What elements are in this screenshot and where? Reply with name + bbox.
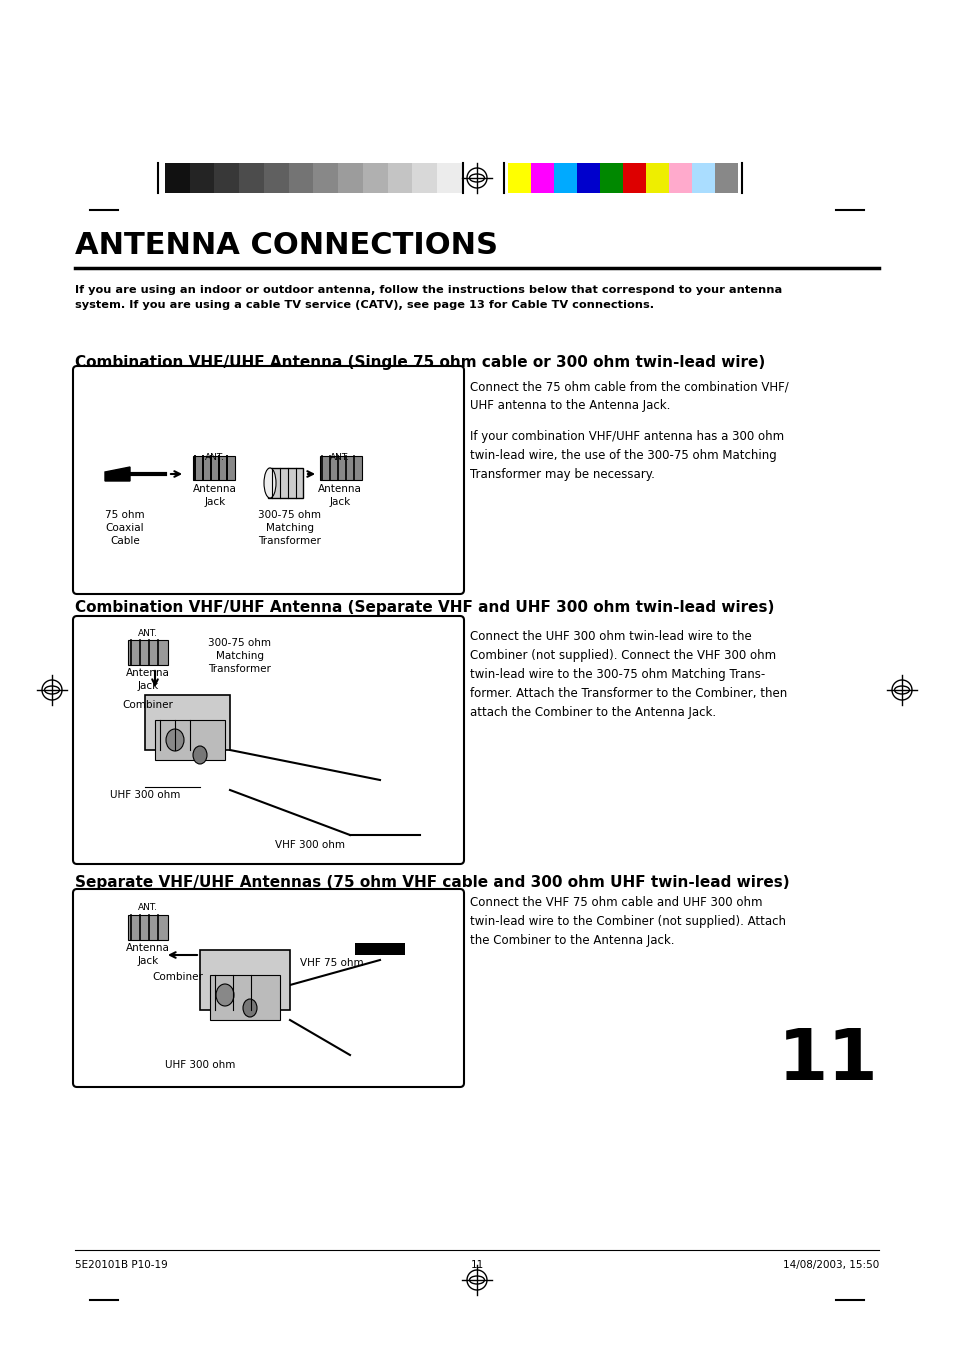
Bar: [599, 163, 622, 193]
Text: Connect the UHF 300 ohm twin-lead wire to the
Combiner (not supplied). Connect t: Connect the UHF 300 ohm twin-lead wire t…: [470, 630, 786, 719]
Ellipse shape: [264, 467, 275, 499]
Bar: [264, 163, 289, 193]
Text: 11: 11: [778, 1025, 878, 1096]
Bar: [128, 915, 168, 940]
Text: 11: 11: [470, 1260, 483, 1270]
Text: Antenna
Jack: Antenna Jack: [126, 943, 170, 966]
Text: 75 ohm
Coaxial
Cable: 75 ohm Coaxial Cable: [105, 509, 145, 546]
Text: If you are using an indoor or outdoor antenna, follow the instructions below tha: If you are using an indoor or outdoor an…: [75, 285, 781, 309]
Bar: [128, 640, 168, 665]
Polygon shape: [105, 467, 130, 481]
Bar: [210, 975, 280, 1020]
FancyBboxPatch shape: [73, 889, 463, 1088]
Text: Connect the VHF 75 ohm cable and UHF 300 ohm
twin-lead wire to the Combiner (not: Connect the VHF 75 ohm cable and UHF 300…: [470, 896, 785, 947]
Text: UHF 300 ohm: UHF 300 ohm: [165, 1061, 235, 1070]
Text: ANT.: ANT.: [138, 630, 158, 638]
Text: Combination VHF/UHF Antenna (Single 75 ohm cable or 300 ohm twin-lead wire): Combination VHF/UHF Antenna (Single 75 o…: [75, 355, 764, 370]
Text: VHF 300 ohm: VHF 300 ohm: [274, 840, 345, 850]
Bar: [531, 163, 554, 193]
Bar: [436, 163, 461, 193]
Text: Combiner: Combiner: [152, 971, 203, 982]
Ellipse shape: [193, 746, 207, 765]
Bar: [319, 457, 361, 480]
Bar: [314, 163, 338, 193]
Bar: [154, 720, 225, 761]
Bar: [622, 163, 645, 193]
Text: ANTENNA CONNECTIONS: ANTENNA CONNECTIONS: [75, 231, 497, 259]
Bar: [268, 467, 303, 499]
Bar: [190, 163, 214, 193]
Text: ANT.: ANT.: [205, 453, 225, 462]
Text: Combination VHF/UHF Antenna (Separate VHF and UHF 300 ohm twin-lead wires): Combination VHF/UHF Antenna (Separate VH…: [75, 600, 774, 615]
Bar: [412, 163, 436, 193]
Text: If your combination VHF/UHF antenna has a 300 ohm
twin-lead wire, the use of the: If your combination VHF/UHF antenna has …: [470, 430, 783, 481]
Bar: [145, 694, 230, 750]
Ellipse shape: [243, 998, 256, 1017]
Bar: [239, 163, 264, 193]
Bar: [338, 163, 363, 193]
Bar: [577, 163, 599, 193]
Text: VHF 75 ohm: VHF 75 ohm: [299, 958, 363, 969]
Bar: [668, 163, 691, 193]
Bar: [165, 163, 190, 193]
FancyBboxPatch shape: [73, 616, 463, 865]
Bar: [507, 163, 531, 193]
Bar: [193, 457, 234, 480]
Text: 300-75 ohm
Matching
Transformer: 300-75 ohm Matching Transformer: [258, 509, 321, 546]
Bar: [691, 163, 714, 193]
Ellipse shape: [166, 730, 184, 751]
Text: ANT.: ANT.: [138, 902, 158, 912]
Text: Antenna
Jack: Antenna Jack: [193, 484, 236, 507]
Text: Antenna
Jack: Antenna Jack: [126, 667, 170, 692]
Text: Antenna
Jack: Antenna Jack: [317, 484, 361, 507]
Ellipse shape: [215, 984, 233, 1006]
Bar: [355, 943, 405, 955]
Text: 14/08/2003, 15:50: 14/08/2003, 15:50: [781, 1260, 878, 1270]
Text: Separate VHF/UHF Antennas (75 ohm VHF cable and 300 ohm UHF twin-lead wires): Separate VHF/UHF Antennas (75 ohm VHF ca…: [75, 875, 789, 890]
Bar: [289, 163, 314, 193]
Text: UHF 300 ohm: UHF 300 ohm: [110, 790, 180, 800]
Text: ANT.: ANT.: [330, 453, 350, 462]
Bar: [363, 163, 387, 193]
Text: Combiner: Combiner: [122, 700, 173, 711]
Bar: [214, 163, 239, 193]
Bar: [645, 163, 668, 193]
Text: Connect the 75 ohm cable from the combination VHF/
UHF antenna to the Antenna Ja: Connect the 75 ohm cable from the combin…: [470, 380, 788, 412]
Text: 5E20101B P10-19: 5E20101B P10-19: [75, 1260, 168, 1270]
FancyBboxPatch shape: [73, 366, 463, 594]
Bar: [387, 163, 412, 193]
Text: 300-75 ohm
Matching
Transformer: 300-75 ohm Matching Transformer: [209, 638, 272, 674]
Bar: [200, 950, 290, 1011]
Bar: [714, 163, 738, 193]
Bar: [554, 163, 577, 193]
